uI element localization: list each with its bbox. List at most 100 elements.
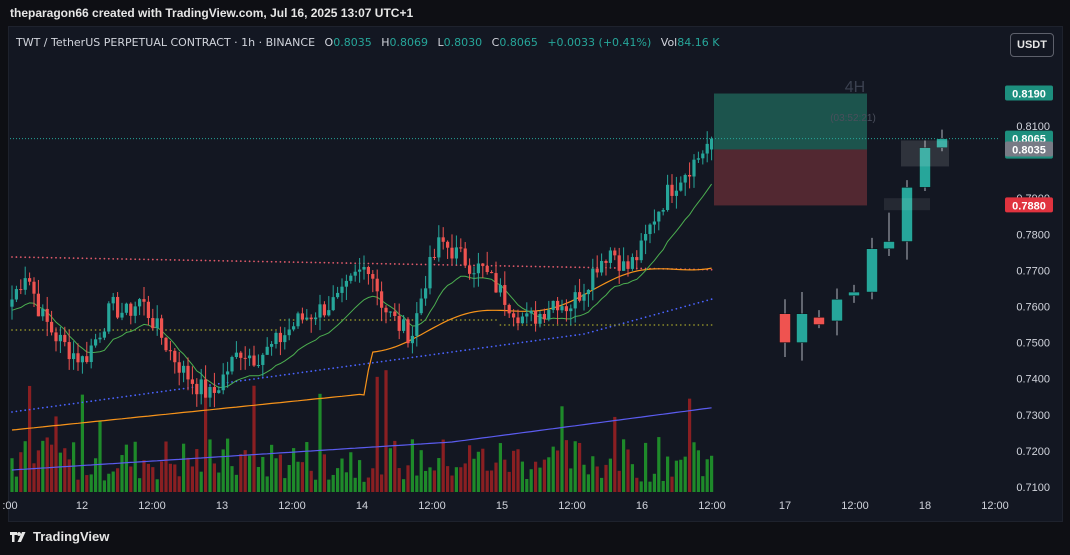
candle-body	[459, 247, 463, 249]
candle-body	[226, 371, 230, 375]
dotted-blue-band	[138, 393, 141, 396]
volume-bar	[10, 458, 14, 492]
volume-bar	[630, 464, 634, 492]
dotted-red-band	[574, 266, 577, 269]
candle-body	[76, 353, 80, 363]
x-axis-tick: 12:00	[278, 500, 306, 512]
dotted-blue-band	[393, 358, 396, 361]
dotted-red-band	[15, 256, 18, 258]
dotted-red-band	[68, 257, 71, 259]
dotted-blue-band	[182, 387, 185, 390]
candle-body	[265, 346, 269, 355]
dotted-blue-band	[442, 352, 445, 355]
dotted-red-band	[231, 260, 233, 262]
volume-bar	[556, 450, 560, 492]
candle-body	[657, 211, 661, 222]
dotted-olive-band	[574, 324, 577, 326]
volume-bar	[371, 468, 375, 492]
dotted-blue-band	[288, 373, 291, 376]
dotted-blue-band	[451, 351, 453, 353]
dotted-olive-band	[420, 319, 423, 321]
candle-body	[151, 318, 155, 329]
volume-bar	[102, 480, 106, 492]
candle-body	[564, 306, 568, 312]
volume-bar	[98, 420, 102, 492]
dotted-red-band	[178, 259, 181, 261]
candle-body	[512, 313, 516, 318]
candle-body	[591, 268, 595, 290]
candle-body	[234, 352, 238, 358]
volume-bar	[278, 454, 282, 492]
dotted-olive-band	[336, 319, 339, 321]
candle-body	[94, 339, 98, 346]
candle-body	[129, 303, 133, 316]
dotted-blue-band	[248, 378, 251, 381]
currency-button[interactable]: USDT	[1010, 33, 1054, 57]
dotted-blue-band	[543, 338, 546, 341]
candle-body	[160, 318, 164, 338]
low-label: L	[437, 36, 444, 49]
dotted-olive-band	[684, 324, 687, 326]
dotted-red-band	[59, 256, 62, 259]
candle-body	[23, 278, 27, 290]
chart-panel[interactable]	[8, 26, 1063, 522]
dotted-olive-band	[81, 329, 84, 331]
dotted-olive-band	[19, 329, 22, 331]
volume-bar	[80, 394, 84, 492]
dotted-olive-band	[371, 319, 374, 321]
dotted-olive-band	[525, 324, 528, 326]
volume-bar	[573, 441, 577, 492]
candle-body	[177, 362, 181, 373]
dotted-blue-band	[561, 336, 563, 338]
candle-body	[344, 280, 348, 287]
dotted-red-band	[116, 258, 119, 260]
dotted-red-band	[204, 259, 207, 262]
dotted-red-band	[270, 260, 273, 263]
dotted-olive-band	[499, 324, 502, 326]
dotted-blue-band	[424, 354, 427, 357]
dotted-red-band	[283, 261, 286, 263]
dotted-blue-band	[275, 375, 277, 377]
candle-body	[406, 319, 410, 344]
dotted-red-band	[336, 262, 339, 264]
candle-body	[10, 299, 14, 307]
dotted-blue-band	[345, 365, 348, 368]
dotted-olive-band	[556, 324, 559, 326]
dotted-olive-band	[508, 324, 511, 326]
ema-orange-line	[11, 267, 712, 431]
tradingview-logo[interactable]: TradingView	[10, 529, 109, 544]
dotted-blue-band	[165, 390, 167, 392]
dotted-red-band	[85, 257, 88, 260]
dotted-olive-band	[226, 329, 229, 331]
dotted-red-band	[345, 262, 348, 264]
dotted-olive-band	[349, 319, 352, 321]
volume-bar	[292, 448, 296, 492]
dotted-blue-band	[81, 401, 84, 404]
dotted-olive-band	[261, 329, 264, 331]
volume-bar	[204, 386, 208, 492]
dotted-red-band	[367, 262, 370, 265]
dotted-olive-band	[187, 329, 189, 331]
dotted-red-band	[323, 261, 326, 264]
dotted-blue-band	[402, 357, 405, 360]
dotted-red-band	[72, 257, 75, 260]
volume-bar	[287, 465, 291, 492]
volume-bar	[309, 470, 313, 492]
dotted-blue-band	[398, 358, 401, 361]
dotted-olive-band	[451, 319, 453, 321]
volume-bar	[516, 449, 520, 492]
dotted-blue-band	[635, 318, 638, 321]
volume-bar	[221, 449, 225, 492]
dotted-blue-band	[521, 341, 524, 344]
symbol-name[interactable]: TWT / TetherUS PERPETUAL CONTRACT · 1h ·…	[16, 36, 316, 49]
dotted-red-band	[349, 262, 352, 265]
dotted-red-band	[257, 260, 260, 263]
dotted-blue-band	[701, 300, 704, 303]
volume-bar	[124, 444, 128, 492]
dotted-red-band	[301, 261, 304, 264]
dotted-red-band	[451, 264, 453, 266]
dotted-red-band	[393, 263, 396, 265]
volume-bar	[186, 457, 190, 492]
dotted-blue-band	[90, 400, 93, 403]
